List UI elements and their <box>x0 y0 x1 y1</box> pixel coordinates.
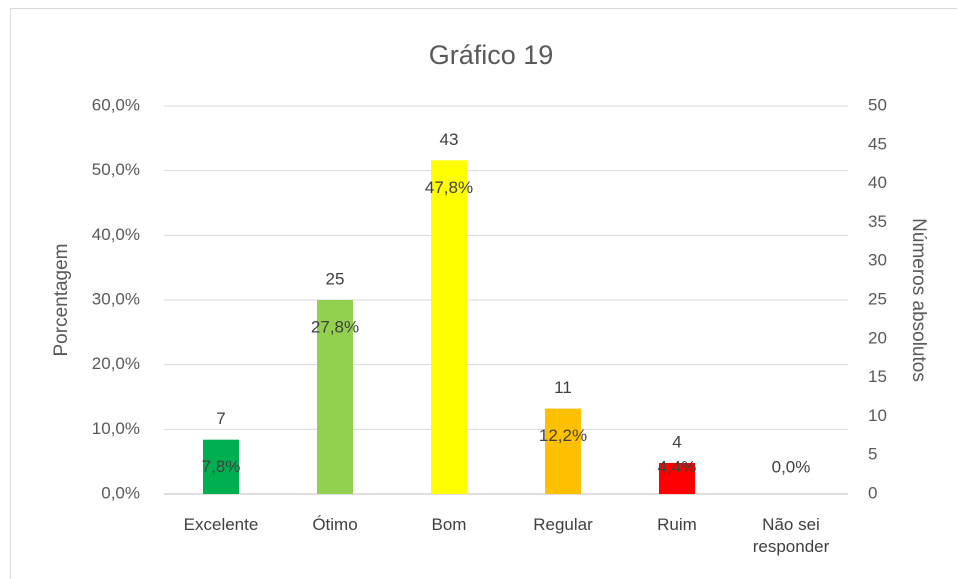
y-tick-label: 10,0% <box>92 419 140 438</box>
percent-label: 0,0% <box>772 457 811 476</box>
percent-label: 27,8% <box>311 317 359 336</box>
percent-label: 7,8% <box>202 457 241 476</box>
x-tick-label: Não sei responder <box>752 515 830 556</box>
chart-title: Gráfico 19 <box>429 40 554 70</box>
y2-tick-label: 35 <box>868 212 887 231</box>
x-tick-label: Ruim <box>657 515 697 534</box>
y-tick-label: 30,0% <box>92 289 140 308</box>
x-tick-label-box: Regular <box>533 515 593 534</box>
x-tick-label: Ótimo <box>312 515 358 534</box>
y2-tick-label: 30 <box>868 251 887 270</box>
percent-label: 4,4% <box>658 457 697 476</box>
y2-tick-label: 50 <box>868 95 887 114</box>
y-tick-label: 20,0% <box>92 354 140 373</box>
bar <box>203 439 239 494</box>
y2-tick-label: 40 <box>868 173 887 192</box>
y-tick-label: 50,0% <box>92 160 140 179</box>
chart-border <box>10 8 957 579</box>
count-label: 7 <box>216 409 225 428</box>
x-tick-label: Regular <box>533 515 593 534</box>
y-tick-label: 40,0% <box>92 225 140 244</box>
bar <box>659 462 695 494</box>
x-tick-label: Excelente <box>183 515 259 534</box>
x-tick-label-box: Não sei responder <box>752 515 830 556</box>
x-tick-label-box: Ruim <box>657 515 697 534</box>
x-tick-label-box: Excelente <box>183 515 259 534</box>
x-tick-label-box: Bom <box>431 515 467 534</box>
bar <box>545 408 581 494</box>
y-tick-label: 0,0% <box>101 483 140 502</box>
percent-label: 12,2% <box>539 426 587 445</box>
x-tick-label: Bom <box>431 515 467 534</box>
x-tick-label-box: Ótimo <box>312 515 358 534</box>
bar <box>431 160 467 494</box>
y2-axis-title: Números absolutos <box>908 218 929 382</box>
y2-tick-label: 25 <box>868 289 887 308</box>
count-label: 25 <box>326 269 345 288</box>
y-tick-label: 60,0% <box>92 95 140 114</box>
bar <box>317 300 353 494</box>
count-label: 11 <box>554 378 572 397</box>
y2-tick-label: 0 <box>868 483 877 502</box>
y2-tick-label: 45 <box>868 134 887 153</box>
percent-label: 47,8% <box>425 178 473 197</box>
y-axis-title: Porcentagem <box>51 243 72 356</box>
count-label: 43 <box>440 130 459 149</box>
y2-tick-label: 5 <box>868 445 877 464</box>
y2-tick-label: 10 <box>868 406 887 425</box>
y2-tick-label: 20 <box>868 328 887 347</box>
y2-tick-label: 15 <box>868 367 887 386</box>
count-label: 4 <box>672 432 681 451</box>
